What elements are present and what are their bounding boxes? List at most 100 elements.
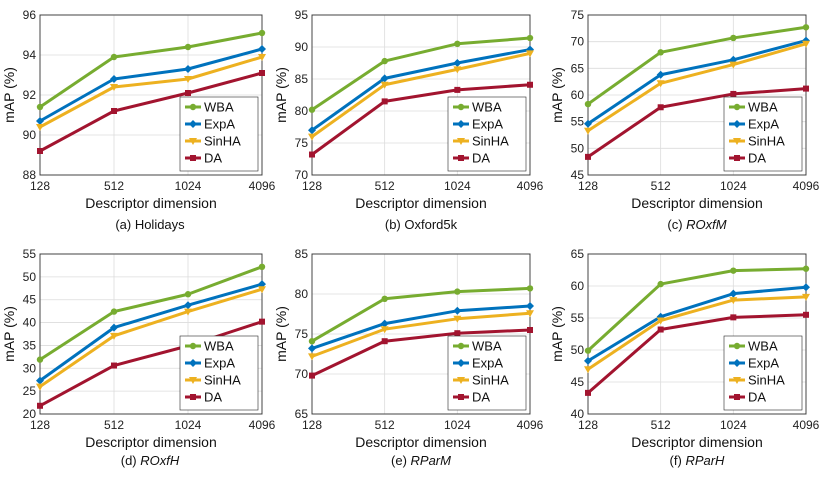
series-line-wba [39,31,263,109]
series-line-wba [311,36,531,111]
legend-marker-da [458,394,464,400]
series-line-da [587,87,807,159]
y-tick-label: 75 [295,136,309,150]
data-point-da [657,104,664,111]
data-point-da [527,81,533,88]
data-point-da [454,86,461,93]
y-tick-label: 45 [571,168,585,182]
x-tick-label: 512 [375,418,395,432]
data-point-da [657,326,664,333]
legend-label-sinha: SinHA [204,134,241,149]
legend-marker-wba [457,342,465,350]
x-tick-label: 128 [302,179,322,193]
data-point-wba [802,265,810,272]
data-point-expa [380,74,389,83]
legend-marker-da [734,394,740,400]
x-tick-label: 4096 [793,179,820,193]
data-point-wba [381,295,388,302]
legend-marker-wba [733,103,741,111]
data-point-da [185,90,191,96]
data-point-sinha [258,54,266,61]
data-point-sinha [110,84,118,91]
data-point-sinha [729,297,738,305]
series-line-expa [39,47,263,123]
data-point-expa [380,319,389,328]
x-tick-label: 1024 [175,418,202,432]
data-point-da [585,389,591,396]
legend-marker-expa [457,359,465,367]
data-point-wba [308,338,316,345]
data-point-sinha [584,366,592,374]
data-point-sinha [656,80,665,88]
legend-label-wba: WBA [472,339,502,354]
data-point-wba [110,53,118,61]
data-point-sinha [526,50,534,58]
x-tick-label: 128 [302,418,322,432]
series-line-sinha [311,311,531,358]
legend-marker-da [734,155,740,161]
panel-caption-c: (c) ROxfM [667,217,726,232]
x-tick-label: 128 [578,418,598,432]
series-line-sinha [587,42,807,132]
legend-marker-expa [189,359,197,367]
data-point-wba [584,100,592,108]
series-line-da [587,313,807,395]
legend-label-sinha: SinHA [748,373,785,388]
data-point-wba [454,288,461,295]
series-line-expa [39,282,263,382]
data-point-da [803,311,809,318]
y-tick-label: 50 [571,343,585,357]
data-point-da [111,108,117,114]
data-point-da [309,372,315,379]
legend-marker-da [190,155,196,161]
data-point-expa [258,45,266,53]
series-line-da [311,328,531,377]
data-point-expa [184,301,192,310]
legend-label-wba: WBA [472,100,502,115]
data-point-wba [526,285,534,292]
data-point-da [803,85,809,92]
legend-label-da: DA [472,390,490,405]
chart-panel-a: 88 90 92 94 96 128 512 1024 4096 Descriptor dimen… [1,8,276,232]
axes-frame-c [587,14,807,176]
legend-marker-wba [733,342,741,350]
data-point-sinha [308,133,316,141]
y-tick-label: 80 [295,287,309,301]
panel-caption-f: (f) RParH [670,453,726,468]
panel-caption-e: (e) RParM [391,453,451,468]
legend-marker-da [458,155,464,161]
data-point-wba [258,263,266,270]
axes-frame-b [311,14,531,176]
y-axis-label: mAP (%) [1,67,17,123]
y-axis-label: mAP (%) [273,306,289,362]
y-tick-label: 70 [295,367,309,381]
data-point-expa [802,283,810,292]
data-point-da [381,338,388,345]
data-point-sinha [453,315,462,323]
data-point-da [527,327,533,333]
series-line-sinha [39,287,263,388]
y-tick-label: 50 [571,141,585,155]
legend-label-sinha: SinHA [204,373,241,388]
x-tick-label: 4096 [249,418,276,432]
data-point-sinha [453,66,462,74]
legend-label-sinha: SinHA [748,134,785,149]
data-point-sinha [380,81,389,89]
data-point-da [381,98,388,105]
series-line-da [311,83,531,156]
legend-label-expa: ExpA [748,117,779,132]
y-tick-label: 95 [295,8,309,22]
x-axis-label: Descriptor dimension [355,434,487,450]
data-point-wba [657,49,664,56]
data-point-expa [584,119,592,128]
data-point-wba [730,267,737,274]
data-point-wba [584,347,592,354]
data-point-expa [453,59,462,67]
data-point-expa [308,344,316,353]
legend-label-wba: WBA [748,100,778,115]
y-tick-label: 20 [23,407,37,421]
data-point-da [259,70,265,76]
y-tick-label: 70 [295,168,309,182]
legend-marker-expa [189,120,197,128]
legend-marker-sinha [189,138,197,145]
